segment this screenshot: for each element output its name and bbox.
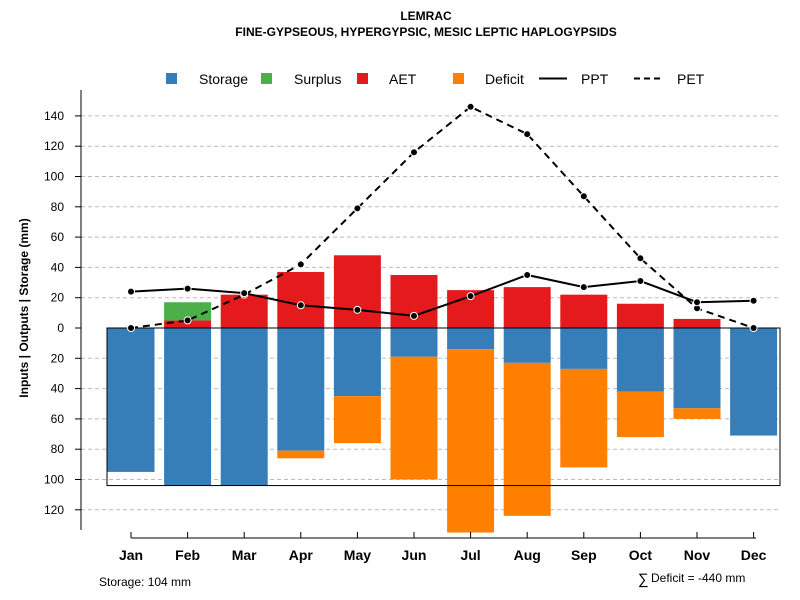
chart-title: LEMRAC: [400, 9, 452, 23]
storage-bar-Mar: [220, 328, 268, 486]
pet-point-Oct: [636, 254, 645, 263]
legend-pet-label: PET: [677, 71, 705, 87]
y-tick-label-13: 120: [44, 503, 64, 517]
pet-line: [130, 105, 754, 329]
aet-bar-May: [333, 255, 381, 328]
y-tick-label-10: 60: [51, 412, 65, 426]
ppt-point-Jul: [466, 292, 475, 301]
pet-point-Sep: [579, 192, 588, 201]
legend-surplus-label: Surplus: [294, 71, 341, 87]
pet-point-Jun: [410, 148, 418, 157]
ppt-point-Oct: [636, 277, 645, 286]
y-tick-label-8: 20: [51, 351, 65, 365]
y-axis-label: Inputs | Outputs | Storage (mm): [17, 218, 31, 397]
x-tick-label-Oct: Oct: [629, 547, 653, 563]
legend-storage-label: Storage: [199, 71, 248, 87]
legend-storage-swatch: [166, 73, 177, 84]
legend-deficit-label: Deficit: [485, 71, 524, 87]
pet-point-Aug: [523, 130, 532, 139]
storage-capacity-box: [106, 327, 781, 487]
y-tick-label-2: 100: [44, 170, 64, 184]
aet-bar-Oct: [616, 303, 664, 328]
chart-subtitle: FINE-GYPSEOUS, HYPERGYPSIC, MESIC LEPTIC…: [235, 25, 616, 39]
pet-point-Feb: [183, 316, 192, 325]
legend-aet-label: AET: [389, 71, 417, 87]
y-tick-label-4: 60: [51, 230, 65, 244]
ppt-point-Apr: [296, 301, 305, 310]
x-tick-label-Jul: Jul: [460, 547, 480, 563]
storage-bar-Apr: [277, 328, 325, 451]
storage-bar-Oct: [616, 328, 664, 392]
ppt-point-Jan: [127, 287, 135, 296]
y-tick-label-3: 80: [51, 200, 65, 214]
ppt-line: [130, 273, 754, 317]
pet-point-Jul: [466, 102, 475, 111]
x-tick-label-May: May: [344, 547, 371, 563]
x-tick-label-Sep: Sep: [571, 547, 597, 563]
storage-bar-May: [333, 328, 381, 397]
ppt-point-Mar: [240, 289, 249, 298]
aet-bar-Mar: [220, 294, 268, 328]
x-tick-label-Jun: Jun: [402, 547, 427, 563]
aet-bar-Apr: [277, 271, 325, 328]
deficit-bar-Oct: [616, 391, 664, 438]
storage-bar-Jul: [447, 328, 495, 350]
deficit-total-note: Deficit = -440 mm: [651, 571, 745, 585]
x-tick-label-Nov: Nov: [684, 547, 711, 563]
legend-ppt-label: PPT: [581, 71, 609, 87]
surplus-bar-Feb: [164, 302, 212, 321]
x-tick-label-Aug: Aug: [514, 547, 541, 563]
y-tick-label-12: 100: [44, 473, 64, 487]
deficit-bar-Sep: [560, 368, 608, 468]
y-tick-label-1: 120: [44, 139, 64, 153]
sum-symbol: ∑: [638, 571, 649, 588]
storage-bar-Feb: [164, 328, 212, 486]
ppt-point-Sep: [579, 283, 588, 292]
storage-bar-Jan: [107, 328, 155, 472]
y-tick-label-9: 40: [51, 382, 65, 396]
storage-bar-Nov: [673, 328, 721, 409]
x-tick-label-Feb: Feb: [175, 547, 200, 563]
legend: Storage Surplus AET Deficit PPT PET: [166, 71, 705, 87]
legend-aet-swatch: [357, 73, 368, 84]
y-tick-label-6: 20: [51, 291, 65, 305]
ppt-point-Nov: [693, 298, 701, 307]
y-tick-label-11: 80: [51, 442, 65, 456]
storage-bar-Aug: [503, 328, 551, 363]
storage-bar-Dec: [730, 328, 778, 436]
pet-point-May: [353, 204, 362, 213]
storage-note: Storage: 104 mm: [99, 575, 191, 589]
x-tick-label-Apr: Apr: [289, 547, 314, 563]
y-tick-label-7: 0: [57, 321, 64, 335]
aet-bar-Aug: [503, 287, 551, 328]
y-tick-label-5: 40: [51, 260, 65, 274]
ppt-point-Feb: [183, 284, 192, 293]
pet-point-Jan: [127, 324, 135, 332]
x-tick-label-Mar: Mar: [232, 547, 257, 563]
deficit-bar-Aug: [503, 362, 551, 516]
x-tick-label-Jan: Jan: [119, 547, 143, 563]
ppt-point-Aug: [523, 270, 532, 279]
legend-surplus-swatch: [261, 73, 272, 84]
ppt-point-Jun: [410, 311, 418, 320]
deficit-bar-Nov: [673, 408, 721, 419]
aet-bar-Nov: [673, 318, 721, 328]
deficit-bar-Jul: [447, 349, 495, 533]
deficit-bar-Apr: [277, 450, 325, 459]
ppt-point-May: [353, 305, 362, 314]
aet-bar-Jun: [390, 274, 438, 328]
deficit-bar-Jun: [390, 356, 438, 480]
deficit-bar-May: [333, 396, 381, 444]
ppt-point-Dec: [749, 296, 758, 305]
y-tick-label-0: 140: [44, 109, 64, 123]
x-tick-label-Dec: Dec: [741, 547, 767, 563]
storage-bar-Sep: [560, 328, 608, 369]
storage-bar-Jun: [390, 328, 438, 357]
aet-bar-Sep: [560, 294, 608, 328]
legend-deficit-swatch: [453, 73, 464, 84]
pet-point-Dec: [749, 324, 758, 332]
pet-point-Apr: [296, 260, 305, 269]
